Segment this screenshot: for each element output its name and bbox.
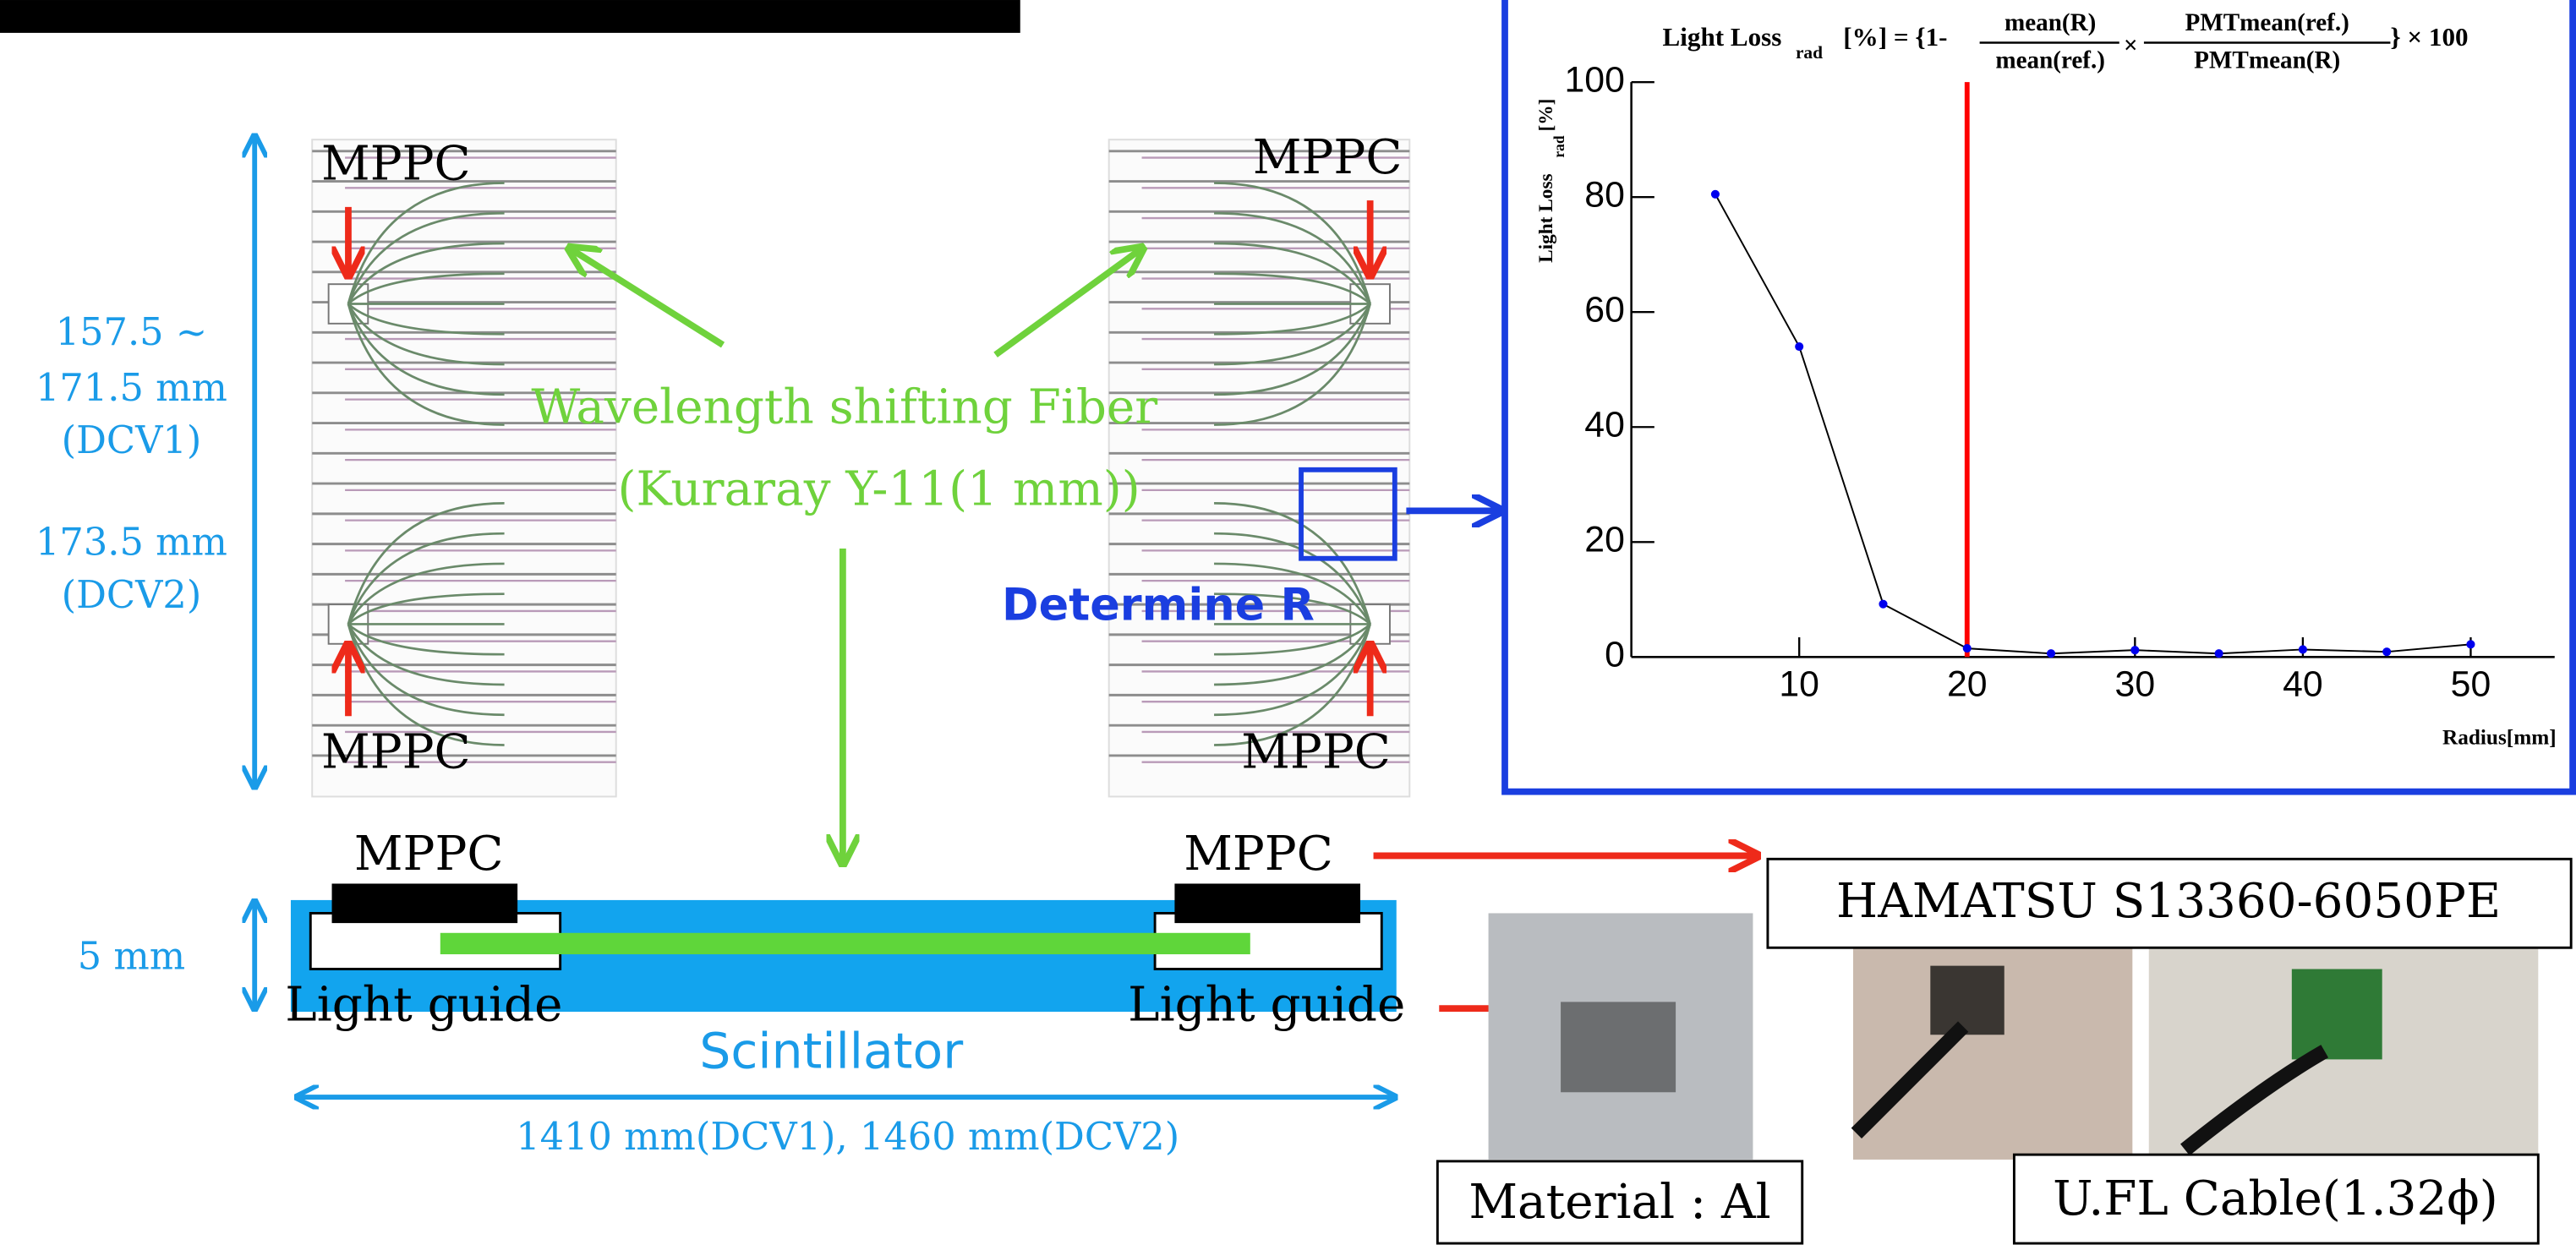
y-tick-label: 20 — [1584, 520, 1625, 560]
y-label: rad — [1551, 135, 1567, 157]
data-point — [2215, 649, 2223, 658]
mppc-label: MPPC — [1241, 724, 1391, 779]
dim-text: (DCV2) — [62, 573, 202, 617]
y-tick-label: 0 — [1605, 635, 1625, 675]
chart-title: PMTmean(ref.) — [2185, 9, 2349, 36]
fiber-type: (Kuraray Y-11(1 mm)) — [618, 461, 1140, 516]
scintillator-label: Scintillator — [699, 1023, 963, 1080]
y-tick-label: 60 — [1584, 290, 1625, 330]
sensor-label: HAMATSU S13360-6050PE — [1836, 874, 2501, 929]
photo-detail — [1930, 966, 2004, 1035]
chart-title: mean(R) — [2004, 9, 2096, 36]
y-tick-label: 100 — [1565, 59, 1625, 100]
thickness-text: 5 mm — [78, 934, 185, 978]
mppc-label: MPPC — [1253, 130, 1403, 185]
data-point — [1963, 644, 1972, 653]
chart-title: PMTmean(R) — [2194, 47, 2340, 74]
mppc-label: MPPC — [321, 137, 471, 192]
y-label: Light Loss — [1535, 173, 1557, 263]
panel-bg — [312, 139, 615, 796]
x-tick-label: 10 — [1779, 664, 1819, 705]
mppc — [1174, 883, 1360, 923]
data-point — [2299, 645, 2307, 653]
x-tick-label: 30 — [2115, 664, 2156, 705]
fiber-label: Wavelength shifting Fiber — [531, 380, 1157, 434]
photo-detail — [1561, 1002, 1676, 1092]
x-tick-label: 40 — [2283, 664, 2323, 705]
chart-frame — [1505, 0, 2573, 792]
y-tick-label: 40 — [1584, 405, 1625, 445]
header-bar — [0, 0, 1020, 33]
determine-label: Determine R — [1002, 580, 1315, 631]
data-point — [2130, 646, 2139, 654]
chart-title: mean(ref.) — [1995, 47, 2105, 74]
dim-text: 171.5 mm — [36, 366, 227, 410]
data-point — [1711, 190, 1720, 199]
dim-text: 173.5 mm — [36, 521, 227, 565]
mppc-label: MPPC — [1184, 827, 1333, 882]
chart-title: [%] = {1- — [1843, 22, 1947, 52]
length-text: 1410 mm(DCV1), 1460 mm(DCV2) — [516, 1115, 1179, 1159]
page: 157.5 ~ 171.5 mm (DCV1) 173.5 mm (DCV2) … — [0, 0, 2576, 1245]
data-point — [2047, 649, 2055, 658]
photo-detail — [2292, 969, 2382, 1060]
chart-title: Light Loss — [1663, 22, 1782, 52]
x-tick-label: 20 — [1947, 664, 1988, 705]
mppc-label: MPPC — [321, 724, 471, 779]
chart-title: rad — [1796, 42, 1823, 63]
chart-title: } × 100 — [2390, 22, 2468, 52]
dim-text: 157.5 ~ — [56, 310, 208, 354]
material-label: Material : Al — [1468, 1175, 1770, 1230]
data-point — [2382, 647, 2391, 656]
data-point — [1879, 600, 1887, 609]
mppc-label: MPPC — [354, 827, 504, 882]
x-label: Radius[mm] — [2442, 725, 2557, 749]
slide: 157.5 ~ 171.5 mm (DCV1) 173.5 mm (DCV2) … — [0, 0, 2576, 1245]
cable-label: U.FL Cable(1.32ϕ) — [2053, 1171, 2498, 1226]
chart-title: × — [2124, 32, 2138, 59]
mppc — [332, 883, 518, 923]
data-point — [2466, 640, 2475, 648]
data-point — [1795, 342, 1803, 351]
fiber — [440, 933, 1250, 954]
light-guide-label: Light guide — [1128, 978, 1405, 1033]
light-guide-label: Light guide — [285, 978, 562, 1033]
y-tick-label: 80 — [1584, 174, 1625, 215]
y-label: [%] — [1535, 99, 1557, 132]
dim-text: (DCV1) — [62, 418, 202, 462]
x-tick-label: 50 — [2451, 664, 2491, 705]
